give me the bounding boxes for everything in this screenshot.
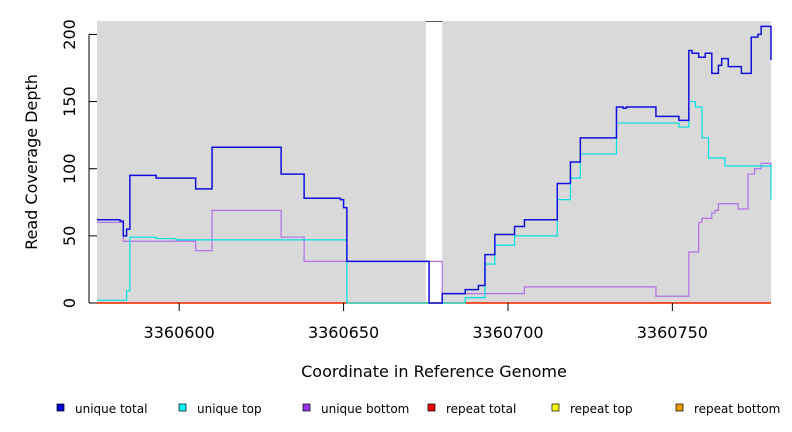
y-axis-title: Read Coverage Depth	[22, 74, 41, 250]
legend-label: unique bottom	[321, 402, 409, 416]
legend-swatch	[178, 403, 187, 412]
legend-label: unique top	[197, 402, 262, 416]
legend-swatch	[56, 403, 65, 412]
series-unique-total	[97, 25, 772, 304]
legend-swatch	[302, 403, 311, 412]
legend-item-unique-top: unique top	[178, 402, 262, 416]
legend-item-unique-total: unique total	[56, 402, 147, 416]
x-tick-label: 3360700	[472, 323, 543, 342]
legend-label: repeat top	[570, 402, 633, 416]
y-tick-label: 0	[60, 298, 79, 308]
legend-label: unique total	[75, 402, 147, 416]
legend-item-repeat-top: repeat top	[551, 402, 633, 416]
series-unique-top	[97, 100, 772, 304]
panel-gap-top-edge	[425, 21, 443, 22]
panel-left	[97, 21, 426, 303]
x-tick-label: 3360600	[144, 323, 215, 342]
x-tick-label: 3360650	[308, 323, 379, 342]
series-layer	[97, 25, 772, 304]
legend-item-unique-bottom: unique bottom	[302, 402, 409, 416]
legend-swatch	[427, 403, 436, 412]
x-axis-title: Coordinate in Reference Genome	[301, 362, 567, 381]
legend: unique total unique top unique bottom repea…	[56, 402, 780, 416]
legend-swatch	[551, 403, 560, 412]
y-axis: 0 50 100 150 200	[60, 19, 97, 308]
y-tick-label: 50	[60, 226, 79, 246]
legend-label: repeat total	[446, 402, 516, 416]
legend-label: repeat bottom	[694, 402, 780, 416]
x-tick-label: 3360750	[637, 323, 708, 342]
legend-swatch	[675, 403, 684, 412]
series-unique-bottom	[97, 162, 772, 297]
legend-item-repeat-total: repeat total	[427, 402, 516, 416]
y-tick-label: 200	[60, 19, 79, 50]
x-axis: 3360600 3360650 3360700 3360750	[144, 303, 708, 342]
legend-item-repeat-bottom: repeat bottom	[675, 402, 780, 416]
y-tick-label: 150	[60, 86, 79, 117]
y-tick-label: 100	[60, 153, 79, 184]
plot-panel	[97, 21, 771, 303]
panel-right	[442, 21, 771, 303]
